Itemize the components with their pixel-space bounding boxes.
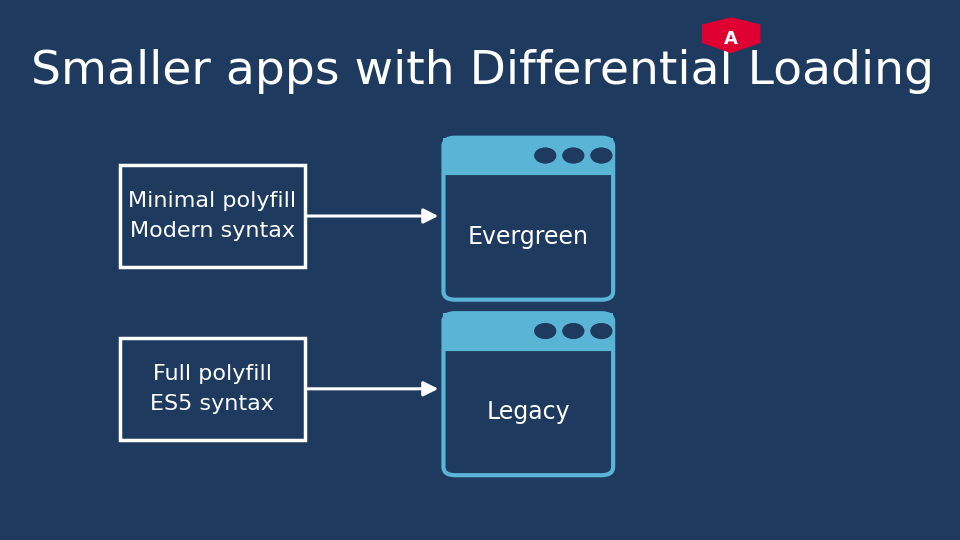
Circle shape <box>536 324 555 338</box>
Text: Minimal polyfill
Modern syntax: Minimal polyfill Modern syntax <box>128 191 296 241</box>
FancyBboxPatch shape <box>444 313 613 349</box>
Circle shape <box>564 324 584 338</box>
FancyBboxPatch shape <box>120 165 304 267</box>
Circle shape <box>564 148 584 163</box>
Polygon shape <box>702 17 760 53</box>
Circle shape <box>536 148 555 163</box>
Text: A: A <box>724 30 738 48</box>
FancyBboxPatch shape <box>120 338 304 440</box>
Circle shape <box>591 148 612 163</box>
Text: Full polyfill
ES5 syntax: Full polyfill ES5 syntax <box>150 364 274 414</box>
Text: Evergreen: Evergreen <box>468 225 588 248</box>
Text: Smaller apps with Differential Loading: Smaller apps with Differential Loading <box>31 49 934 93</box>
Circle shape <box>591 324 612 338</box>
Text: Legacy: Legacy <box>487 400 570 424</box>
FancyBboxPatch shape <box>444 313 613 475</box>
FancyBboxPatch shape <box>444 138 613 173</box>
FancyBboxPatch shape <box>444 138 613 300</box>
